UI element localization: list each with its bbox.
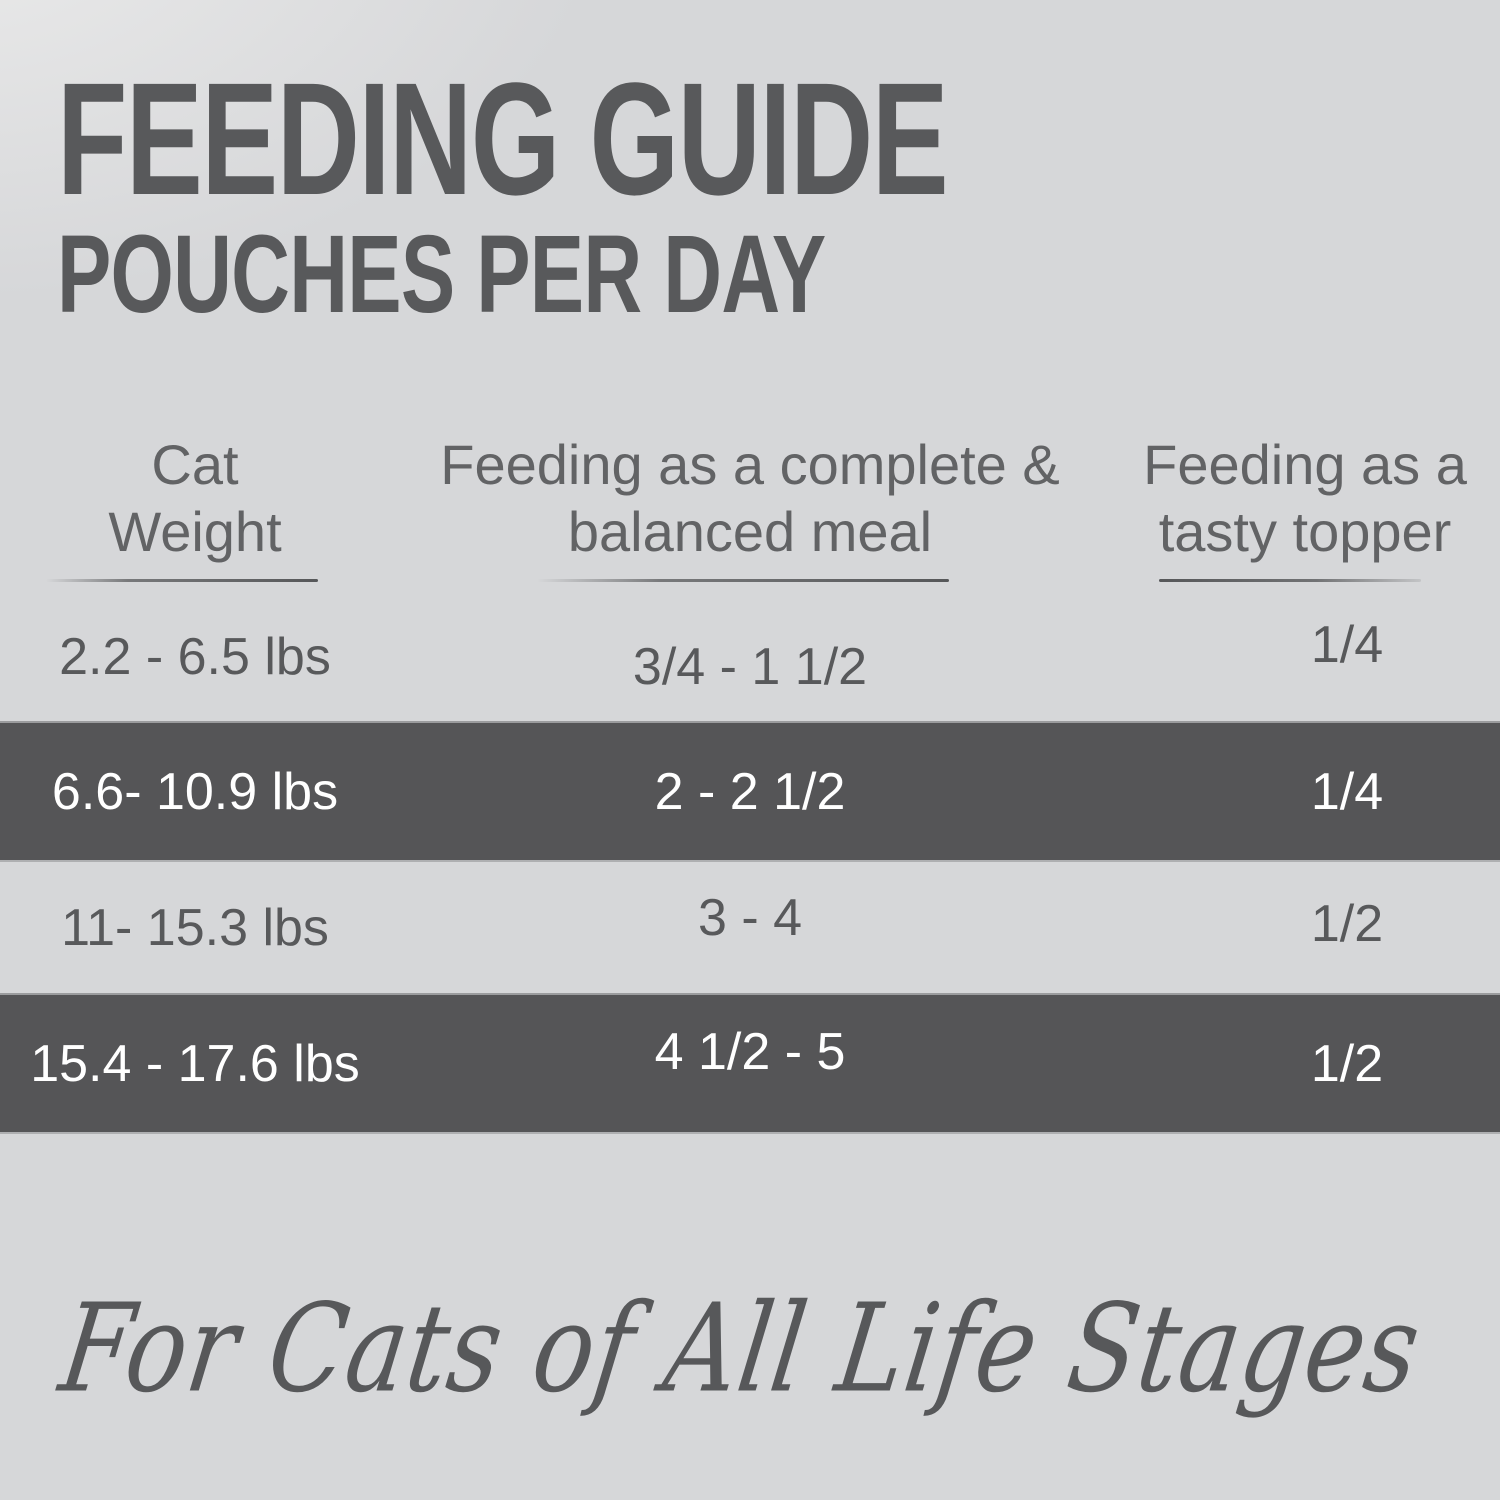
cell-topper-pouches: 1/2 (1310, 1034, 1384, 1093)
cell-topper-pouches: 1/2 (1310, 894, 1384, 953)
cell-meal-pouches: 3 - 4 (697, 888, 803, 947)
cell-topper-pouches: 1/4 (1310, 615, 1384, 674)
cell-meal-pouches: 2 - 2 1/2 (654, 762, 846, 821)
cell-cat-weight: 15.4 - 17.6 lbs (30, 1034, 360, 1093)
table-row: 15.4 - 17.6 lbs 4 1/2 - 5 1/2 (0, 995, 1500, 1132)
column-underline (537, 579, 949, 582)
column-header-tasty-topper: Feeding as a tasty topper (1110, 431, 1500, 582)
column-header-line: Weight (108, 500, 282, 563)
column-underline (1159, 579, 1421, 582)
column-header-line: Cat (151, 433, 239, 496)
cell-cat-weight: 11- 15.3 lbs (61, 898, 329, 957)
life-stages-tagline: For Cats of All Life Stages (52, 1277, 1429, 1420)
page-subtitle: POUCHES PER DAY (57, 213, 826, 336)
column-header-line: tasty topper (1158, 500, 1452, 563)
column-header-complete-meal: Feeding as a complete & balanced meal (390, 431, 1110, 582)
cell-meal-pouches: 3/4 - 1 1/2 (632, 637, 868, 696)
table-row: 11- 15.3 lbs 3 - 4 1/2 (0, 860, 1500, 995)
column-underline (46, 579, 318, 582)
table-row: 6.6- 10.9 lbs 2 - 2 1/2 1/4 (0, 723, 1500, 860)
cell-cat-weight: 6.6- 10.9 lbs (51, 762, 339, 821)
column-header-line: Feeding as a (1143, 433, 1467, 496)
cell-cat-weight: 2.2 - 6.5 lbs (59, 627, 331, 686)
cell-topper-pouches: 1/4 (1310, 762, 1384, 821)
page-title: FEEDING GUIDE (57, 49, 949, 228)
column-header-cat-weight: Cat Weight (0, 431, 390, 582)
column-header-line: balanced meal (567, 500, 933, 563)
table-header-row: Cat Weight Feeding as a complete & balan… (0, 431, 1500, 582)
column-header-line: Feeding as a complete & (440, 433, 1060, 496)
table-row: 2.2 - 6.5 lbs 3/4 - 1 1/2 1/4 (0, 590, 1500, 723)
cell-meal-pouches: 4 1/2 - 5 (654, 1022, 846, 1081)
